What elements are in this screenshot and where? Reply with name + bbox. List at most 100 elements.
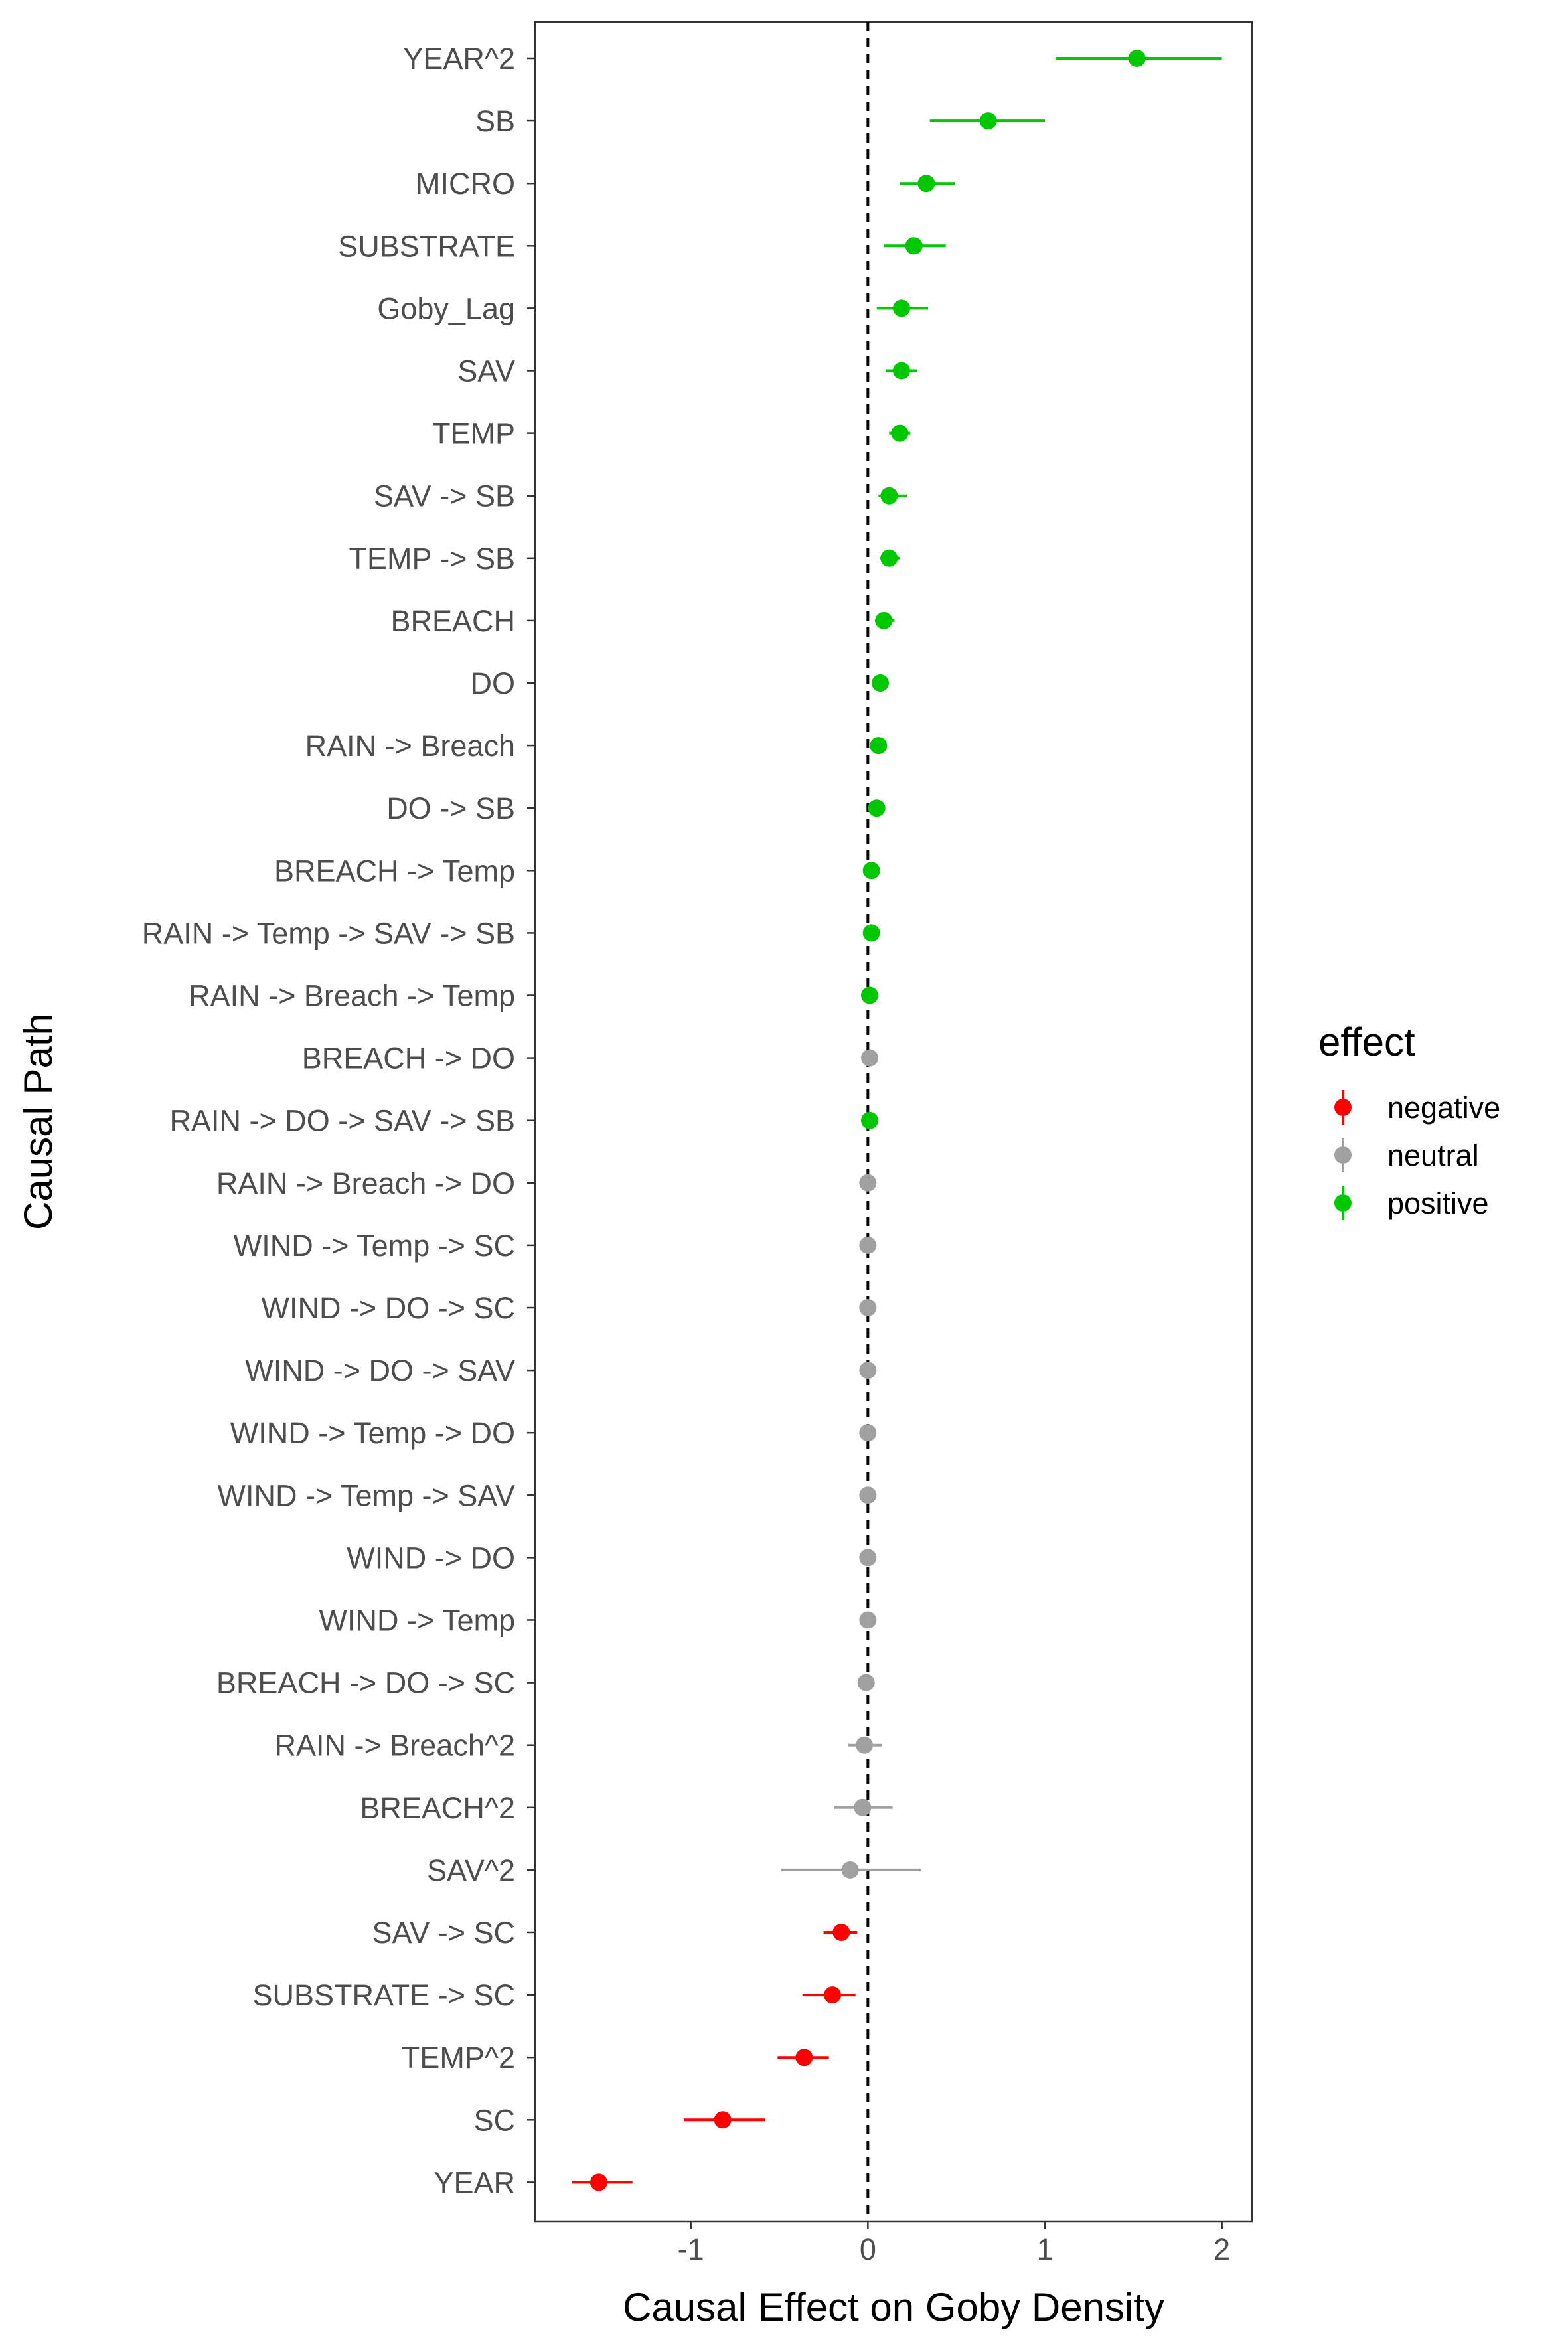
data-point [714,2111,732,2129]
point-range [848,1736,882,1754]
data-point [870,737,888,755]
axes: YEAR^2 SB MICRO SUBSTRATE Goby_Lag SAV TEMP SAV… [142,42,1230,2266]
y-tick-label: SAV [457,354,515,388]
point-range [859,1299,877,1316]
y-tick-label: WIND -> Temp [319,1604,515,1638]
y-tick-label: YEAR [433,2165,515,2199]
legend-label: positive [1387,1186,1489,1220]
data-point [859,1611,877,1629]
point-range [886,362,917,380]
legend-label: neutral [1387,1138,1479,1172]
point-range [859,1549,877,1567]
point-range [859,1611,877,1629]
data-point [859,1174,877,1192]
data-point [862,924,880,942]
y-axis-title: Causal Path [16,1013,60,1230]
legend-key-dot [1334,1099,1352,1116]
point-range [859,1362,877,1379]
point-range [876,299,928,317]
legend: effect negative neutral positive [1318,1020,1500,1220]
data-point [861,986,878,1004]
y-tick-label: BREACH -> DO [302,1042,515,1075]
point-range [861,986,878,1004]
data-point [832,1924,850,1941]
point-range [929,112,1045,130]
data-point [880,487,898,505]
point-range [834,1798,893,1816]
y-tick-label: WIND -> Temp -> DO [230,1416,515,1450]
point-range [802,1986,856,2004]
point-range [880,549,900,567]
point-range [862,862,880,880]
y-tick-label: BREACH [390,604,515,638]
point-range [572,2173,633,2191]
y-tick-label: RAIN -> DO -> SAV -> SB [169,1104,515,1138]
legend-label: negative [1387,1091,1500,1125]
data-point [862,862,880,880]
x-tick-label: 1 [1036,2233,1053,2266]
y-tick-label: RAIN -> Breach [305,729,515,763]
y-tick-label: RAIN -> Breach -> DO [216,1166,515,1200]
point-range [862,924,880,942]
y-tick-label: BREACH^2 [360,1791,515,1825]
y-tick-label: DO [471,666,516,700]
point-range [859,1236,877,1254]
x-tick-label: 2 [1214,2233,1230,2266]
legend-entry: neutral [1334,1138,1479,1172]
data-point [905,237,923,255]
point-range [861,1111,878,1129]
y-tick-label: SB [475,104,515,138]
point-range [875,611,895,629]
point-range [781,1861,921,1879]
y-tick-label: RAIN -> Breach -> Temp [189,979,515,1013]
point-range [684,2111,765,2129]
point-range [878,487,907,505]
data-point [824,1986,841,2004]
data-point [590,2173,607,2191]
y-tick-label: MICRO [416,167,515,200]
point-range [884,237,946,255]
y-tick-label: WIND -> DO -> SC [261,1291,515,1325]
data-point [891,424,909,442]
y-tick-label: BREACH -> DO -> SC [216,1666,515,1700]
y-tick-label: TEMP [432,417,515,451]
point-range [823,1924,858,1941]
point-range [777,2049,829,2067]
y-tick-label: RAIN -> Temp -> SAV -> SB [142,916,515,950]
x-tick-label: 0 [860,2233,876,2266]
legend-key-dot [1334,1194,1352,1212]
data-point [872,674,889,692]
data-point [880,549,898,567]
data-point [854,1798,872,1816]
legend-entry: negative [1334,1090,1500,1125]
x-tick-label: -1 [678,2233,704,2266]
data-point [859,1299,877,1316]
data-point [979,112,997,130]
point-range [857,1674,875,1691]
y-tick-label: TEMP^2 [402,2041,515,2075]
legend-title: effect [1318,1020,1415,1064]
y-tick-label: SAV -> SC [372,1916,516,1950]
point-range [859,1424,877,1442]
data-point [857,1674,875,1691]
y-tick-label: DO -> SB [386,791,515,825]
y-tick-label: SAV^2 [427,1853,515,1887]
point-range [868,799,886,817]
data-point [1128,50,1146,67]
y-tick-label: YEAR^2 [403,42,515,76]
y-tick-label: BREACH -> Temp [274,854,515,888]
y-tick-label: WIND -> Temp -> SC [234,1229,515,1263]
data-point [893,362,910,380]
data-point [795,2049,813,2067]
data-point [893,299,910,317]
data-point [861,1111,878,1129]
data-point [856,1736,873,1754]
data-point [859,1236,877,1254]
point-range [870,737,888,755]
point-range [861,1049,878,1067]
point-range [889,424,911,442]
plot-area [534,21,1253,2223]
y-tick-label: Goby_Lag [377,291,515,325]
